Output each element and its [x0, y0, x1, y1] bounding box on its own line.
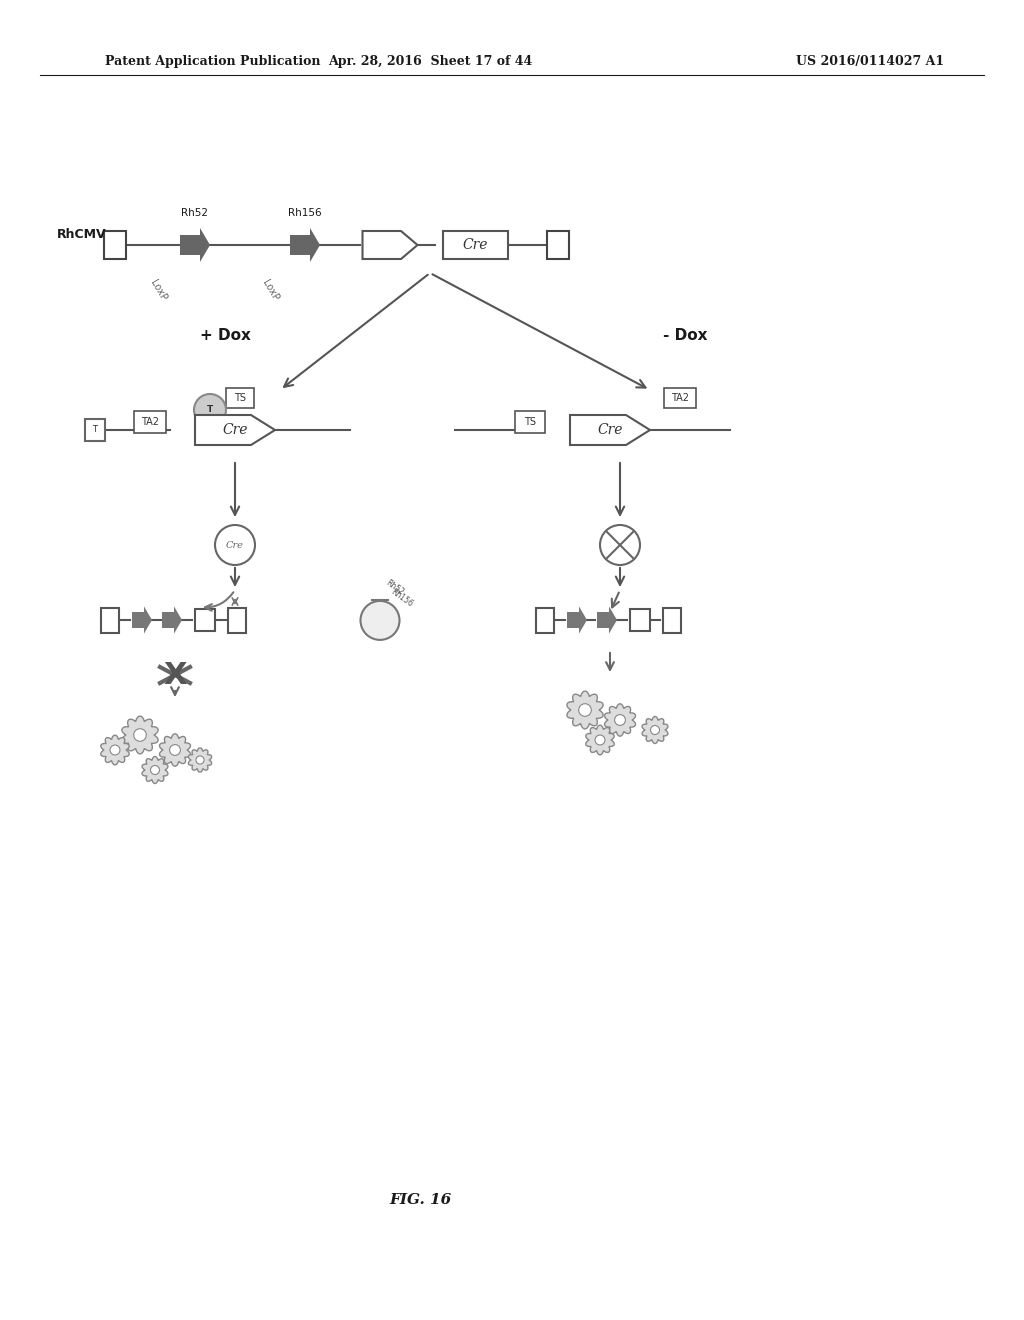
Text: Rh52: Rh52 — [384, 578, 406, 598]
Polygon shape — [290, 228, 319, 261]
Polygon shape — [642, 717, 668, 743]
Text: LoxP: LoxP — [148, 277, 168, 302]
Text: Rh156: Rh156 — [288, 209, 322, 218]
Polygon shape — [100, 735, 129, 764]
Polygon shape — [567, 692, 603, 729]
FancyBboxPatch shape — [101, 607, 119, 632]
Text: LoxP: LoxP — [260, 277, 280, 302]
Circle shape — [170, 744, 180, 755]
Polygon shape — [570, 414, 650, 445]
Text: Cre: Cre — [222, 422, 248, 437]
Polygon shape — [586, 725, 614, 755]
Text: - Dox: - Dox — [663, 327, 708, 342]
Text: Cre: Cre — [597, 422, 623, 437]
Circle shape — [215, 525, 255, 565]
Text: X: X — [163, 660, 186, 689]
Text: T: T — [207, 405, 213, 414]
Polygon shape — [162, 606, 182, 634]
Circle shape — [110, 744, 120, 755]
Text: Apr. 28, 2016  Sheet 17 of 44: Apr. 28, 2016 Sheet 17 of 44 — [328, 55, 532, 69]
Text: Rh52: Rh52 — [181, 209, 209, 218]
Text: Rh156: Rh156 — [389, 587, 415, 609]
FancyBboxPatch shape — [226, 388, 254, 408]
Polygon shape — [567, 606, 587, 634]
Text: + Dox: + Dox — [200, 327, 251, 342]
Text: TS: TS — [234, 393, 246, 403]
FancyBboxPatch shape — [630, 609, 650, 631]
Circle shape — [194, 393, 226, 426]
FancyBboxPatch shape — [134, 411, 166, 433]
Text: TS: TS — [524, 417, 536, 426]
Polygon shape — [180, 228, 210, 261]
Polygon shape — [132, 606, 152, 634]
Circle shape — [151, 766, 160, 775]
Polygon shape — [160, 734, 190, 766]
Text: Cre: Cre — [462, 238, 487, 252]
FancyBboxPatch shape — [442, 231, 508, 259]
FancyBboxPatch shape — [228, 607, 246, 632]
Circle shape — [614, 714, 626, 726]
Text: Patent Application Publication: Patent Application Publication — [105, 55, 321, 69]
FancyBboxPatch shape — [547, 231, 569, 259]
FancyBboxPatch shape — [104, 231, 126, 259]
Text: TA2: TA2 — [141, 417, 159, 426]
FancyBboxPatch shape — [85, 418, 105, 441]
Circle shape — [595, 735, 605, 744]
Text: US 2016/0114027 A1: US 2016/0114027 A1 — [796, 55, 944, 69]
Circle shape — [196, 756, 204, 764]
Polygon shape — [188, 748, 212, 772]
Circle shape — [360, 601, 399, 640]
Polygon shape — [362, 231, 418, 259]
Text: T: T — [92, 425, 97, 434]
Polygon shape — [142, 756, 168, 784]
Text: FIG. 16: FIG. 16 — [389, 1193, 452, 1206]
Polygon shape — [195, 414, 275, 445]
FancyBboxPatch shape — [663, 607, 681, 632]
Circle shape — [650, 726, 659, 734]
Circle shape — [579, 704, 591, 717]
Polygon shape — [597, 606, 617, 634]
Circle shape — [600, 525, 640, 565]
FancyBboxPatch shape — [536, 607, 554, 632]
FancyBboxPatch shape — [515, 411, 545, 433]
Circle shape — [134, 729, 146, 742]
Polygon shape — [122, 717, 158, 754]
Polygon shape — [604, 704, 636, 737]
Text: Cre: Cre — [226, 540, 244, 549]
FancyBboxPatch shape — [195, 609, 215, 631]
Text: TA2: TA2 — [671, 393, 689, 403]
Text: RhCMV: RhCMV — [57, 228, 106, 242]
FancyBboxPatch shape — [664, 388, 696, 408]
